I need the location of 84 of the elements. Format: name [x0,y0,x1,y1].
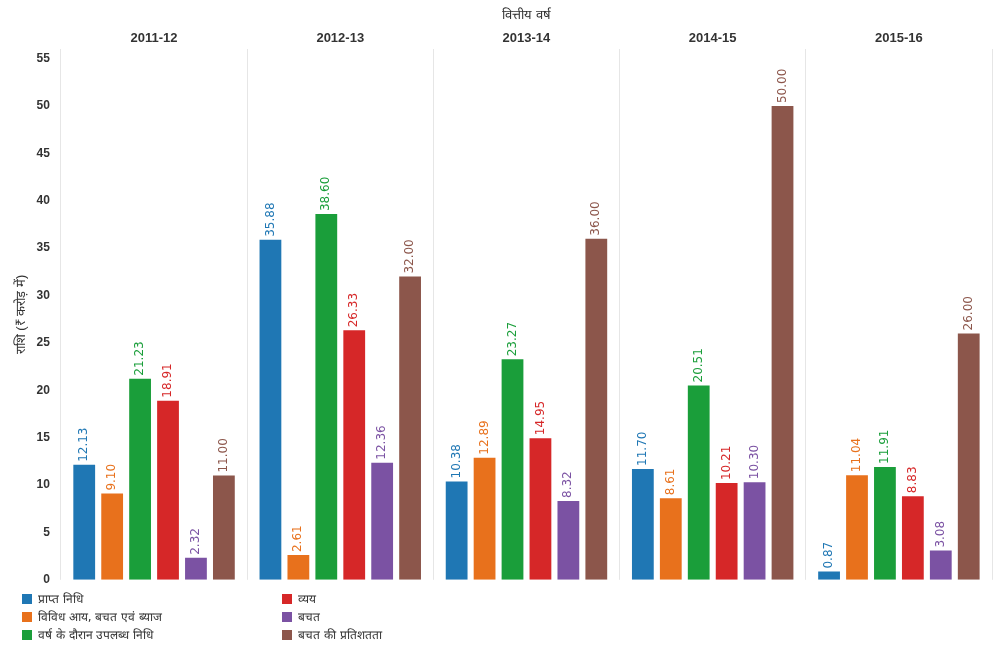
data-label: 10.21 [718,445,733,481]
bar [557,500,580,580]
bar [399,276,421,580]
bar [715,483,738,580]
legend-label: बचत की प्रतिशतता [298,627,382,643]
data-label: 10.30 [746,444,761,480]
y-tick-label: 55 [36,50,51,65]
bar [846,475,868,580]
bar [929,550,952,580]
data-label: 3.08 [932,520,947,548]
data-label: 20.51 [690,348,705,383]
bar [957,333,980,580]
data-label: 12.36 [374,425,389,460]
y-tick-label: 35 [36,240,51,255]
x-tick-label: 2015-16 [875,29,923,45]
bar [585,238,608,580]
bar [371,462,394,580]
data-label: 38.60 [318,176,333,212]
bar [185,557,207,580]
bar [771,106,794,580]
data-label: 12.13 [76,427,91,462]
y-tick-label: 10 [36,477,51,492]
data-label: 21.23 [132,341,147,376]
bar [501,359,524,580]
x-tick-label: 2012-13 [316,29,365,45]
bar [659,498,682,580]
data-label: 23.27 [504,321,519,357]
data-label: 8.83 [904,466,919,494]
bar [874,466,896,580]
bar [259,239,282,580]
bar [73,464,96,580]
bar [687,385,710,580]
bar [129,378,151,580]
data-label: 9.10 [104,463,119,491]
y-tick-label: 0 [43,572,51,587]
x-tick-label: 2011-12 [130,29,178,45]
data-label: 11.04 [849,437,864,473]
data-label: 2.61 [290,525,305,553]
bar [157,400,179,580]
data-label: 35.88 [262,202,277,237]
data-label: 0.87 [821,541,836,569]
bar [343,330,366,580]
bar [315,214,338,580]
data-label: 11.00 [216,438,231,473]
data-label: 11.91 [877,429,892,464]
data-label: 14.95 [532,400,547,436]
y-tick-label: 15 [36,429,51,444]
y-tick-label: 40 [36,193,51,208]
y-tick-label: 45 [36,145,51,160]
bar [631,468,654,580]
bar [743,482,766,580]
bar [287,555,310,580]
data-label: 26.00 [960,296,975,331]
y-tick-label: 50 [36,98,51,113]
legend-label: व्यय [298,591,316,607]
data-label: 50.00 [774,68,789,104]
data-label: 8.61 [662,468,677,496]
legend-label: बचत [298,609,320,625]
bar [473,457,496,580]
bar [101,493,124,580]
bar [212,475,235,580]
bar [445,481,468,580]
data-label: 12.89 [476,420,491,455]
data-label: 32.00 [402,239,417,274]
data-label: 11.70 [634,431,649,466]
data-label: 2.32 [188,528,203,555]
data-label: 26.33 [346,292,361,328]
y-tick-label: 30 [36,287,51,302]
legend-label: विविध आय, बचत एवं ब्याज [38,609,163,625]
data-label: 36.00 [588,201,603,236]
y-tick-label: 25 [36,335,51,350]
x-axis-title: वित्तीय वर्ष [502,7,552,23]
y-tick-label: 20 [36,382,51,397]
data-label: 18.91 [160,363,175,398]
legend-label: प्राप्त निधि [38,591,83,607]
legend-label: वर्ष के दौरान उपलब्ध निधि [38,627,154,643]
x-tick-label: 2013-14 [502,29,552,45]
bar [901,496,924,580]
data-label: 8.32 [560,471,575,498]
x-tick-label: 2014-15 [688,29,737,45]
y-axis-title: राशि (₹ करोड़ में) [13,274,29,355]
bar [529,438,552,580]
data-label: 10.38 [448,444,463,479]
y-tick-label: 5 [43,524,51,539]
